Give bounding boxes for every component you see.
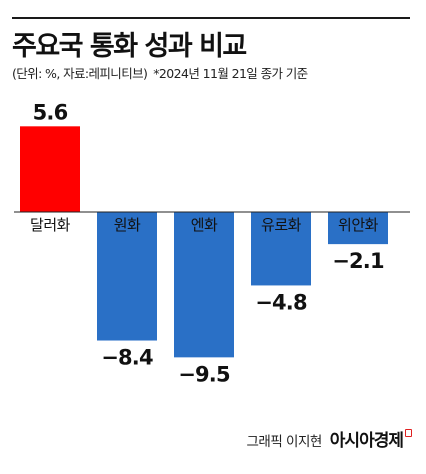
category-label: 유로화 <box>261 216 302 234</box>
bar-달러화 <box>20 126 80 212</box>
chart-subtitle: (단위: %, 자료:레피니티브) *2024년 11월 21일 종가 기준 <box>12 63 308 82</box>
brand-mark-icon <box>405 429 412 437</box>
date-note: *2024년 11월 21일 종가 기준 <box>153 66 308 81</box>
category-label: 달러화 <box>30 216 71 234</box>
value-label: −9.5 <box>178 362 230 386</box>
unit-source-note: (단위: %, 자료:레피니티브) <box>12 66 148 81</box>
brand-logo: 아시아경제 <box>329 431 404 451</box>
category-label: 원화 <box>114 216 141 234</box>
bar-위안화 <box>328 212 388 245</box>
chart-title: 주요국 통화 성과 비교 <box>12 31 247 62</box>
footer: 그래픽 이지현 아시아경제 <box>246 426 412 451</box>
value-label: −4.8 <box>255 290 307 314</box>
value-label: 5.6 <box>33 100 68 124</box>
bar-유로화 <box>251 212 311 286</box>
category-label: 위안화 <box>338 216 379 234</box>
value-label: −2.1 <box>332 249 384 273</box>
top-rule <box>12 17 410 19</box>
value-label: −8.4 <box>101 346 153 370</box>
bar-원화 <box>97 212 157 341</box>
category-label: 엔화 <box>191 216 218 234</box>
bar-엔화 <box>174 212 234 358</box>
graphic-credit: 그래픽 이지현 <box>246 434 322 450</box>
